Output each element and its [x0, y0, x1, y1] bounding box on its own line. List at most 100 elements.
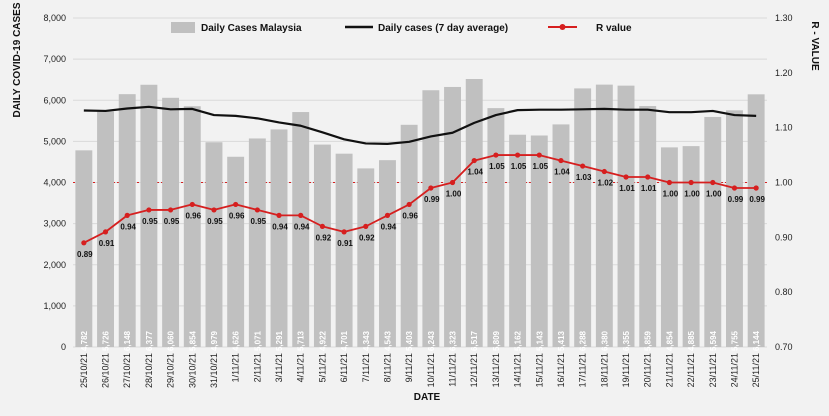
y2-tick-label: 1.00: [775, 178, 793, 188]
r-value-label: 0.96: [402, 211, 418, 220]
r-value-label: 1.02: [598, 179, 614, 188]
y2-axis-title: R - VALUE: [809, 21, 820, 71]
r-value-label: 1.01: [619, 184, 635, 193]
r-value-marker: [731, 185, 738, 191]
r-value-marker: [645, 174, 651, 180]
bar-value-label: 4,854: [665, 330, 674, 351]
bar: [617, 85, 635, 347]
r-value-label: 1.05: [489, 162, 505, 171]
r-value-marker: [558, 157, 564, 164]
x-tick-label: 6/11/21: [339, 353, 349, 382]
r-value-marker: [753, 185, 759, 191]
r-value-marker: [81, 240, 87, 246]
r-value-label: 1.00: [684, 190, 700, 199]
r-value-marker: [580, 163, 586, 169]
y-tick-label: 3,000: [43, 219, 66, 229]
bar: [530, 135, 548, 347]
y2-tick-label: 1.10: [775, 123, 793, 133]
r-value-label: 1.04: [467, 168, 483, 177]
r-value-marker: [146, 207, 152, 213]
r-value-label: 1.03: [576, 173, 592, 182]
r-value-label: 0.95: [142, 217, 158, 226]
x-tick-label: 22/11/21: [686, 353, 696, 387]
x-axis-title: DATE: [414, 392, 441, 403]
bar-value-label: 5,403: [405, 330, 414, 351]
bar-value-label: 5,594: [709, 330, 718, 351]
x-tick-label: 4/11/21: [296, 353, 306, 382]
x-tick-label: 3/11/21: [274, 353, 284, 382]
x-tick-label: 11/11/21: [448, 353, 458, 387]
x-tick-label: 29/10/21: [166, 353, 176, 388]
bar-value-label: 4,782: [80, 330, 89, 351]
r-value-label: 0.94: [294, 222, 310, 231]
x-tick-label: 15/11/21: [534, 353, 544, 387]
r-value-marker: [710, 179, 716, 186]
y-tick-label: 7,000: [43, 54, 66, 64]
x-tick-label: 23/11/21: [708, 353, 718, 387]
r-value-marker: [254, 207, 260, 213]
bar-value-label: 4,701: [340, 330, 349, 351]
r-value-marker: [167, 207, 174, 213]
r-value-marker: [384, 212, 391, 218]
bar: [248, 138, 266, 347]
r-value-marker: [623, 174, 629, 180]
x-tick-label: 16/11/21: [556, 353, 566, 387]
r-value-label: 0.99: [749, 195, 765, 204]
bar-value-label: 4,543: [383, 330, 392, 351]
r-value-label: 1.04: [554, 168, 570, 177]
bar: [162, 97, 180, 347]
r-value-marker: [102, 229, 109, 235]
bar-value-label: 4,885: [687, 330, 696, 351]
bar: [379, 160, 396, 347]
x-tick-label: 10/11/21: [426, 353, 436, 387]
r-value-labels: 0.89 0.91 0.94 0.95 0.95 0.96 0.95 0.96 0.95 0.94…: [77, 162, 765, 259]
x-tick-label: 24/11/21: [729, 353, 739, 387]
x-tick-label: 13/11/21: [491, 353, 501, 387]
legend-label-bars: Daily Cases Malaysia: [201, 23, 302, 34]
bar: [205, 142, 223, 347]
r-value-label: 0.95: [164, 217, 180, 226]
x-tick-label: 2/11/21: [252, 353, 262, 382]
r-value-marker: [211, 207, 217, 213]
bar: [313, 144, 331, 347]
r-value-series: [81, 152, 759, 246]
r-value-label: 0.96: [185, 211, 201, 220]
bar: [639, 106, 657, 348]
x-tick-label: 18/11/21: [599, 353, 609, 387]
y-tick-label: 4,000: [43, 178, 66, 188]
x-tick-label: 27/10/21: [122, 353, 132, 388]
r-value-marker: [363, 223, 369, 229]
r-value-marker: [536, 152, 542, 158]
y-tick-label: 5,000: [43, 136, 66, 146]
r-value-marker: [449, 179, 456, 186]
average-line: [83, 105, 757, 145]
bar-value-label: 5,854: [188, 330, 197, 351]
bar: [118, 94, 136, 347]
bar: [75, 150, 93, 347]
r-value-label: 0.94: [381, 222, 397, 231]
bar-value-label: 4,343: [362, 330, 371, 351]
bar: [357, 168, 375, 347]
bar: [183, 106, 201, 348]
bar-value-label: 5,291: [275, 330, 284, 351]
bar-series: [75, 78, 765, 348]
y2-tick-label: 0.80: [775, 287, 793, 297]
r-value-line: [83, 154, 757, 244]
right-axis-ticks: 0.70 0.80 0.90 1.00 1.10 1.20 1.30: [775, 13, 793, 352]
r-value-marker: [189, 201, 195, 208]
bar-value-label: 5,809: [492, 330, 501, 351]
bar: [335, 153, 353, 347]
y-tick-label: 1,000: [43, 301, 66, 311]
bar: [595, 84, 613, 347]
r-value-marker: [406, 201, 412, 208]
r-value-label: 0.95: [207, 217, 223, 226]
bar: [682, 146, 700, 347]
r-value-label: 0.89: [77, 250, 93, 259]
r-value-marker: [688, 179, 694, 186]
x-tick-label: 30/10/21: [187, 353, 197, 388]
bar-value-label: 6,243: [427, 330, 436, 351]
legend-label-r: R value: [596, 23, 632, 34]
legend: Daily Cases Malaysia Daily cases (7 day …: [171, 22, 632, 34]
bar: [726, 110, 743, 347]
y2-tick-label: 0.70: [775, 342, 793, 352]
